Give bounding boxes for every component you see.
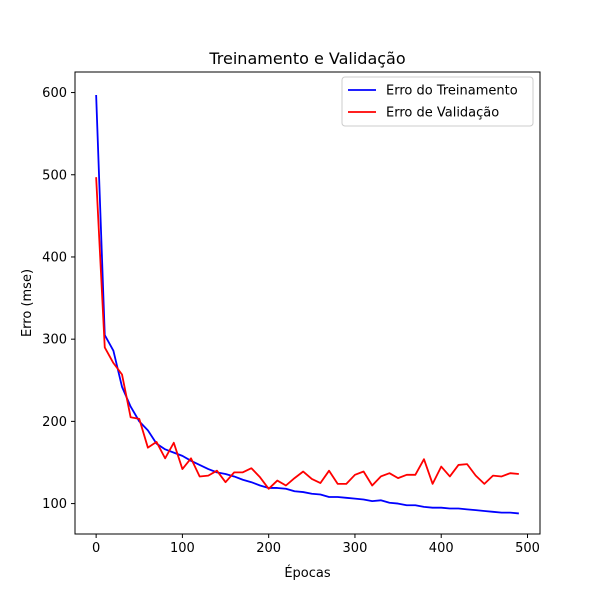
y-tick-label: 100 xyxy=(42,497,67,512)
legend: Erro do Treinamento Erro de Validação xyxy=(341,76,534,127)
x-tick-label: 300 xyxy=(343,541,368,556)
y-tick-label: 400 xyxy=(42,250,67,265)
x-tick-label: 200 xyxy=(256,541,281,556)
x-tick-label: 400 xyxy=(429,541,454,556)
x-tick-label: 100 xyxy=(170,541,195,556)
legend-box xyxy=(341,76,534,127)
series-lines xyxy=(95,94,519,515)
plot-area-frame xyxy=(74,71,541,535)
chart-title: Treinamento e Validação xyxy=(208,49,405,68)
y-tick-label: 300 xyxy=(42,333,67,348)
y-tick-label: 600 xyxy=(42,86,67,101)
x-axis-label: Épocas xyxy=(284,565,331,581)
x-tick-label: 0 xyxy=(92,541,100,556)
legend-entry-label: Erro de Validação xyxy=(386,106,499,121)
legend-entry-label: Erro do Treinamento xyxy=(386,84,518,99)
series-line-validation xyxy=(95,177,519,490)
y-tick-label: 500 xyxy=(42,168,67,183)
y-tick-label: 200 xyxy=(42,415,67,430)
x-tick-label: 500 xyxy=(515,541,540,556)
y-axis-label: Erro (mse) xyxy=(20,269,35,337)
axis-ticks: 0 100 200 300 400 500 100 200 300 400 500 600 xyxy=(42,86,540,556)
series-line-training xyxy=(95,94,519,515)
